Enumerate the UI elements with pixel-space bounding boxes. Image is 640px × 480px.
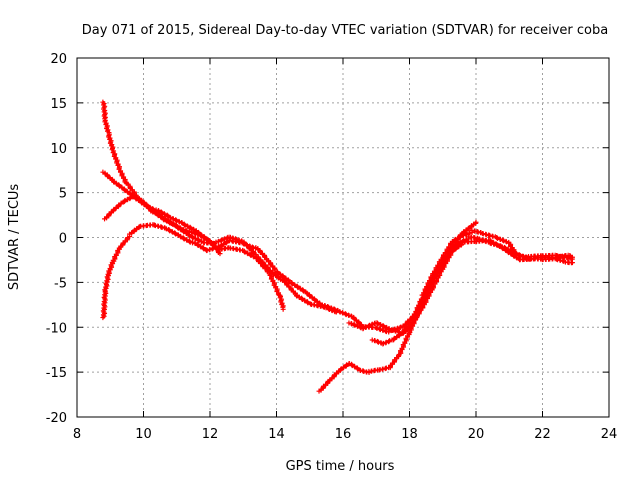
series-arc-7 xyxy=(346,237,575,336)
y-tick-label: 0 xyxy=(59,232,67,247)
x-tick-label: 24 xyxy=(601,427,618,442)
y-tick-label: -20 xyxy=(46,411,67,426)
series-arc-4 xyxy=(100,219,479,335)
x-tick-label: 20 xyxy=(468,427,485,442)
series-arc-3 xyxy=(102,194,339,315)
y-tick-label: 5 xyxy=(59,187,67,202)
series-arc-1 xyxy=(100,99,223,257)
tick-marks xyxy=(76,57,610,418)
x-axis-label: GPS time / hours xyxy=(286,459,395,474)
y-tick-label: -5 xyxy=(54,276,67,291)
x-tick-label: 16 xyxy=(335,427,352,442)
data-point xyxy=(217,251,223,257)
grid-lines xyxy=(77,58,609,417)
data-point xyxy=(408,322,414,328)
x-tick-label: 22 xyxy=(534,427,551,442)
data-point xyxy=(280,306,286,312)
x-tick-label: 10 xyxy=(135,427,152,442)
y-tick-label: 15 xyxy=(50,97,67,112)
x-tick-label: 8 xyxy=(73,427,81,442)
y-tick-label: 10 xyxy=(50,142,67,157)
y-tick-label: -15 xyxy=(46,366,67,381)
x-tick-label: 18 xyxy=(401,427,418,442)
y-tick-label: 20 xyxy=(50,52,67,67)
y-tick-labels: -20 -15 -10 -5 0 5 10 15 20 xyxy=(46,52,67,426)
data-point xyxy=(420,295,426,301)
x-tick-label: 12 xyxy=(202,427,219,442)
data-point xyxy=(473,219,479,225)
data-points xyxy=(100,99,575,394)
data-point xyxy=(569,254,575,260)
y-tick-label: -10 xyxy=(46,321,67,336)
x-tick-label: 14 xyxy=(268,427,285,442)
chart-title: Day 071 of 2015, Sidereal Day-to-day VTE… xyxy=(82,23,608,38)
data-point xyxy=(305,300,311,306)
x-tick-labels: 8 10 12 14 16 18 20 22 24 xyxy=(73,427,617,442)
y-axis-label: SDTVAR / TECUs xyxy=(7,184,22,291)
